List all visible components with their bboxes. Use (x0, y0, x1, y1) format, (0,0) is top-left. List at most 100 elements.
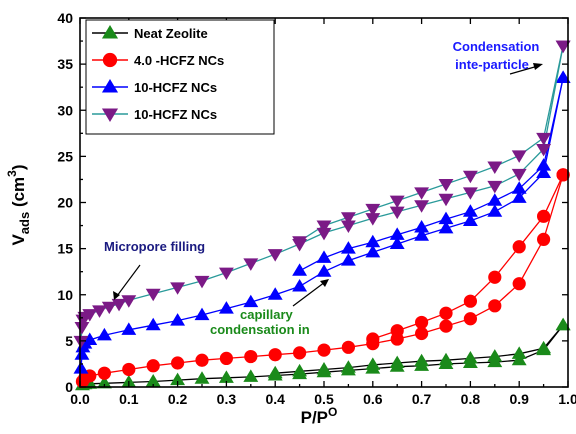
y-tick-label-3: 15 (57, 241, 73, 257)
series-3-adsorption-point-9 (194, 307, 210, 321)
series-3-desorption-point-10 (316, 250, 332, 263)
series-3-adsorption-point-11 (243, 294, 259, 308)
series-1-desorption-point-2 (511, 346, 527, 359)
annotation-condensation-in: condensation in (210, 322, 310, 337)
series-2-desorption-point-4 (463, 294, 477, 308)
series-4-adsorption-point-5 (92, 305, 107, 318)
series-3-adsorption-point-8 (170, 313, 186, 326)
arrow-condensation (509, 63, 543, 75)
y-axis-title-subscript: ads (17, 212, 32, 234)
series-4 (73, 40, 571, 349)
x-tick-label-4: 0.4 (265, 391, 285, 407)
legend-marker-3 (101, 78, 119, 93)
series-3-adsorption-point-18 (414, 228, 430, 241)
series-3-adsorption-point-15 (340, 253, 356, 266)
series-2-adsorption-point-6 (171, 356, 185, 370)
series-2-adsorption-point-16 (415, 326, 429, 341)
y-tick-label-4: 20 (57, 195, 73, 211)
series-3-desorption-point-8 (365, 234, 381, 248)
series-4-desorption-point-11 (292, 236, 308, 249)
x-tick-label-5: 0.5 (314, 391, 334, 407)
series-4-adsorption-point-22 (462, 187, 478, 200)
series-3-desorption-point-5 (438, 211, 454, 225)
x-axis-title-main: P/P (301, 408, 328, 427)
legend-label-2: 4.0 -HCFZ NCs (134, 53, 224, 68)
series-1-desorption-point-5 (438, 352, 454, 366)
y-axis-title-unit-close: ) (9, 164, 28, 170)
legend-box (85, 19, 275, 135)
series-3 (73, 70, 571, 374)
series-4-desorption-point-1 (536, 132, 552, 146)
series-4-adsorption-point-19 (389, 206, 405, 220)
y-tick-label-0: 0 (65, 379, 73, 395)
legend-entry-1: Neat Zeolite (92, 24, 208, 41)
series-3-desorption-point-11 (292, 263, 308, 276)
series-3-adsorption-point-20 (462, 213, 478, 226)
series-4-desorption-point-7 (389, 195, 405, 209)
series-4-adsorption-point-7 (111, 298, 127, 312)
series-4-adsorption-point-17 (340, 220, 356, 234)
x-axis-title: P/PO (301, 405, 338, 427)
annotation-capillary: capillary (240, 307, 294, 322)
series-3-desorption-point-0 (555, 70, 571, 84)
legend-marker-2 (102, 52, 118, 68)
series-4-adsorption-point-11 (194, 275, 210, 289)
series-2-adsorption-point-17 (439, 319, 453, 333)
series-4-desorption-point-3 (487, 161, 503, 174)
series-4-adsorption-point-9 (145, 288, 161, 302)
x-tick-label-0: 0.0 (70, 391, 90, 407)
series-3-adsorption-point-0 (73, 361, 89, 374)
series-3-adsorption-point-19 (438, 220, 454, 234)
series-1-desorption-point-8 (365, 357, 381, 370)
series-3-adsorption-point-21 (487, 204, 503, 217)
series-1-desorption-point-6 (414, 353, 430, 367)
series-1-desorption-point-9 (340, 360, 356, 373)
legend: Neat Zeolite 4.0 -HCFZ NCs 10-HCFZ NCs 10-H… (85, 19, 275, 135)
series-4-adsorption-point-4 (82, 309, 98, 322)
series-4-adsorption-point-8 (121, 295, 137, 308)
legend-entry-4: 10-HCFZ NCs (92, 107, 217, 123)
series-4-adsorption-point-21 (438, 193, 454, 207)
series-4-adsorption-point-23 (487, 180, 503, 194)
series-3-desorption-point-3 (487, 193, 503, 206)
x-tick-label-7: 0.7 (412, 391, 432, 407)
legend-marker-1 (101, 24, 119, 39)
y-axis-title-unit-open: (cm (9, 177, 28, 212)
series-4-desorption-point-0 (555, 40, 571, 54)
series-2-adsorption-point-21 (537, 232, 551, 246)
series-layer (73, 40, 571, 391)
series-3-desorption-point-4 (462, 204, 478, 217)
series-3-desorption-point-7 (389, 227, 405, 240)
annotations: Condensation inte-particle Micropore fil… (104, 39, 543, 337)
series-2-adsorption-point-18 (463, 312, 477, 326)
series-2-desorption-point-1 (537, 209, 551, 223)
series-3-adsorption-point-16 (365, 244, 381, 258)
y-tick-label-2: 10 (57, 287, 73, 303)
series-1-adsorption-point-9 (243, 369, 259, 382)
y-axis-title-unit-superscript: 3 (5, 170, 19, 177)
series-1-desorption-point-0 (555, 317, 571, 331)
series-4-adsorption-point-12 (218, 267, 234, 281)
series-1-desorption-point-11 (292, 363, 308, 377)
series-1-desorption-point-3 (487, 349, 503, 362)
series-1 (75, 317, 571, 391)
series-2-desorption-point-8 (366, 332, 380, 346)
annotation-micropore-filling: Micropore filling (104, 239, 205, 254)
x-tick-label-10: 1.0 (558, 391, 576, 407)
series-3-desorption-point-9 (340, 241, 356, 254)
series-2-adsorption-point-12 (317, 343, 331, 357)
series-2-adsorption-point-9 (244, 349, 258, 364)
series-3-adsorption-point-22 (511, 190, 527, 203)
series-4-adsorption-point-10 (170, 282, 186, 295)
legend-label-4: 10-HCFZ NCs (134, 107, 217, 122)
x-tick-label-8: 0.8 (461, 391, 481, 407)
series-2-adsorption-point-10 (268, 348, 282, 362)
x-tick-label-9: 0.9 (509, 391, 529, 407)
series-2-adsorption-point-20 (512, 277, 526, 291)
series-2-adsorption-point-5 (146, 359, 160, 373)
annotation-condensation: Condensation (453, 39, 540, 54)
series-4-adsorption-point-1 (74, 321, 90, 335)
series-1-adsorption-point-5 (145, 374, 161, 387)
series-2-adsorption-point-7 (195, 353, 209, 367)
